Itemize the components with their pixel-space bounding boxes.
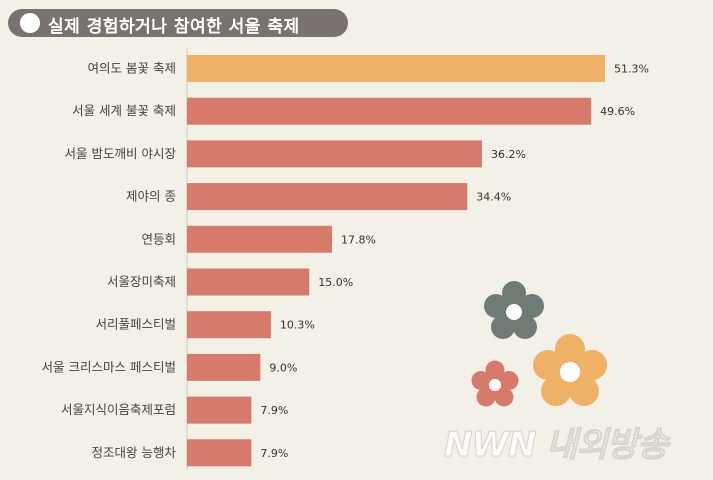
value-label: 15.0% [318, 276, 353, 289]
bars-layer: 여의도 봄꽃 축제 51.3% 서울 세계 불꽃 축제 49.6% 서울 밤도깨비 야시… [42, 55, 649, 467]
category-label: 서울장미축제 [107, 274, 176, 289]
value-label: 7.9% [260, 404, 288, 417]
value-label: 51.3% [614, 63, 649, 76]
bar [187, 55, 605, 82]
bar [187, 353, 261, 381]
category-label: 서울 크리스마스 페스티벌 [42, 359, 176, 374]
value-label: 10.3% [280, 319, 315, 332]
bar [187, 97, 592, 125]
category-label: 서울 세계 불꽃 축제 [72, 103, 176, 118]
value-label: 34.4% [476, 191, 511, 204]
bar [187, 140, 482, 168]
category-label: 서리풀페스티벌 [95, 317, 176, 332]
bar [187, 311, 271, 339]
watermark-logo: NWN 내외방송 [444, 425, 673, 466]
orange-flower-icon [533, 334, 607, 406]
bar [187, 225, 333, 253]
category-label: 여의도 봄꽃 축제 [88, 61, 176, 76]
red-flower-icon [471, 360, 519, 407]
category-label: 연등회 [141, 231, 176, 246]
title-bullet-icon [20, 13, 40, 33]
watermark-text: NWN 내외방송 [444, 425, 671, 465]
value-label: 36.2% [491, 148, 526, 161]
chart-title: 실제 경험하거나 참여한 서울 축제 [48, 17, 300, 37]
bar [187, 183, 468, 211]
value-label: 17.8% [341, 233, 376, 246]
value-label: 49.6% [600, 105, 635, 118]
bar [187, 396, 252, 424]
bar [187, 268, 310, 296]
title-bar: 실제 경험하거나 참여한 서울 축제 [8, 9, 348, 37]
category-label: 서울지식이음축제포럼 [61, 402, 176, 417]
gray-flower-icon [484, 281, 544, 339]
value-label: 9.0% [269, 361, 297, 374]
category-label: 정조대왕 능행차 [92, 445, 177, 460]
bar [187, 439, 252, 467]
value-label: 7.9% [260, 447, 288, 460]
category-label: 서울 밤도깨비 야시장 [65, 146, 177, 161]
category-label: 제야의 종 [126, 189, 176, 204]
